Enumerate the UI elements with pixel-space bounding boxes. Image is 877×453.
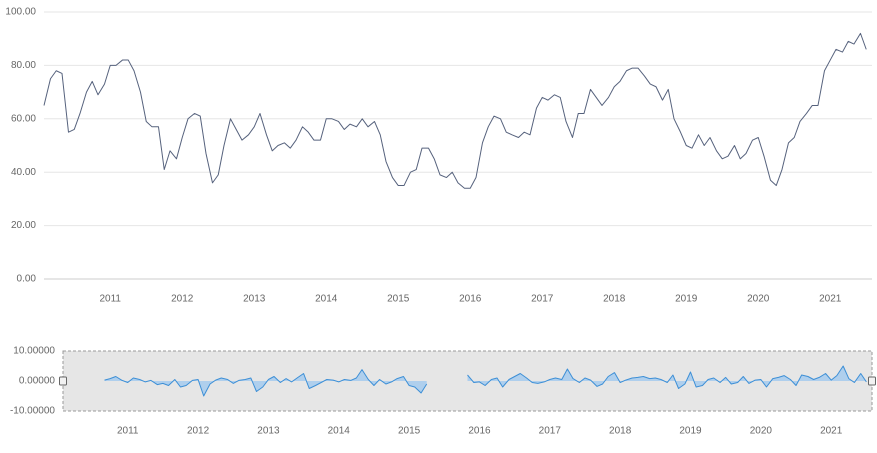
y-tick-label: 80.00 xyxy=(11,60,36,71)
x-tick-label: 2021 xyxy=(819,294,842,305)
x-tick-label: 2018 xyxy=(609,426,632,437)
x-tick-label: 2014 xyxy=(315,294,338,305)
x-tick-label: 2013 xyxy=(257,426,280,437)
line xyxy=(43,32,867,189)
y-tick-label: 100.00 xyxy=(5,7,36,18)
x-tick-label: 2018 xyxy=(603,294,626,305)
x-tick-label: 2012 xyxy=(187,426,210,437)
x-tick-label: 2016 xyxy=(468,426,491,437)
x-tick-label: 2016 xyxy=(459,294,482,305)
x-tick-label: 2015 xyxy=(387,294,410,305)
x-tick-label: 2020 xyxy=(750,426,773,437)
y-tick-label: 0.00000 xyxy=(19,376,56,387)
navigator-handle xyxy=(868,376,876,386)
x-tick-label: 2017 xyxy=(539,426,562,437)
x-tick-label: 2015 xyxy=(398,426,421,437)
x-tick-label: 2012 xyxy=(171,294,194,305)
y-tick-label: -10.00000 xyxy=(10,406,55,417)
y-tick-label: 40.00 xyxy=(11,167,36,178)
x-tick-label: 2017 xyxy=(531,294,554,305)
x-tick-label: 2013 xyxy=(243,294,266,305)
navigator-handle xyxy=(59,376,67,386)
x-tick-label: 2020 xyxy=(747,294,770,305)
x-tick-label: 2019 xyxy=(675,294,698,305)
y-tick-label: 60.00 xyxy=(11,113,36,124)
x-tick-label: 2011 xyxy=(117,426,139,437)
x-tick-label: 2014 xyxy=(328,426,351,437)
y-tick-label: 0.00 xyxy=(17,274,37,285)
y-tick-label: 10.00000 xyxy=(13,346,55,357)
x-tick-label: 2021 xyxy=(820,426,843,437)
area-line xyxy=(104,365,867,397)
x-tick-label: 2011 xyxy=(99,294,121,305)
y-tick-label: 20.00 xyxy=(11,220,36,231)
x-tick-label: 2019 xyxy=(679,426,702,437)
area-fill xyxy=(104,366,867,396)
